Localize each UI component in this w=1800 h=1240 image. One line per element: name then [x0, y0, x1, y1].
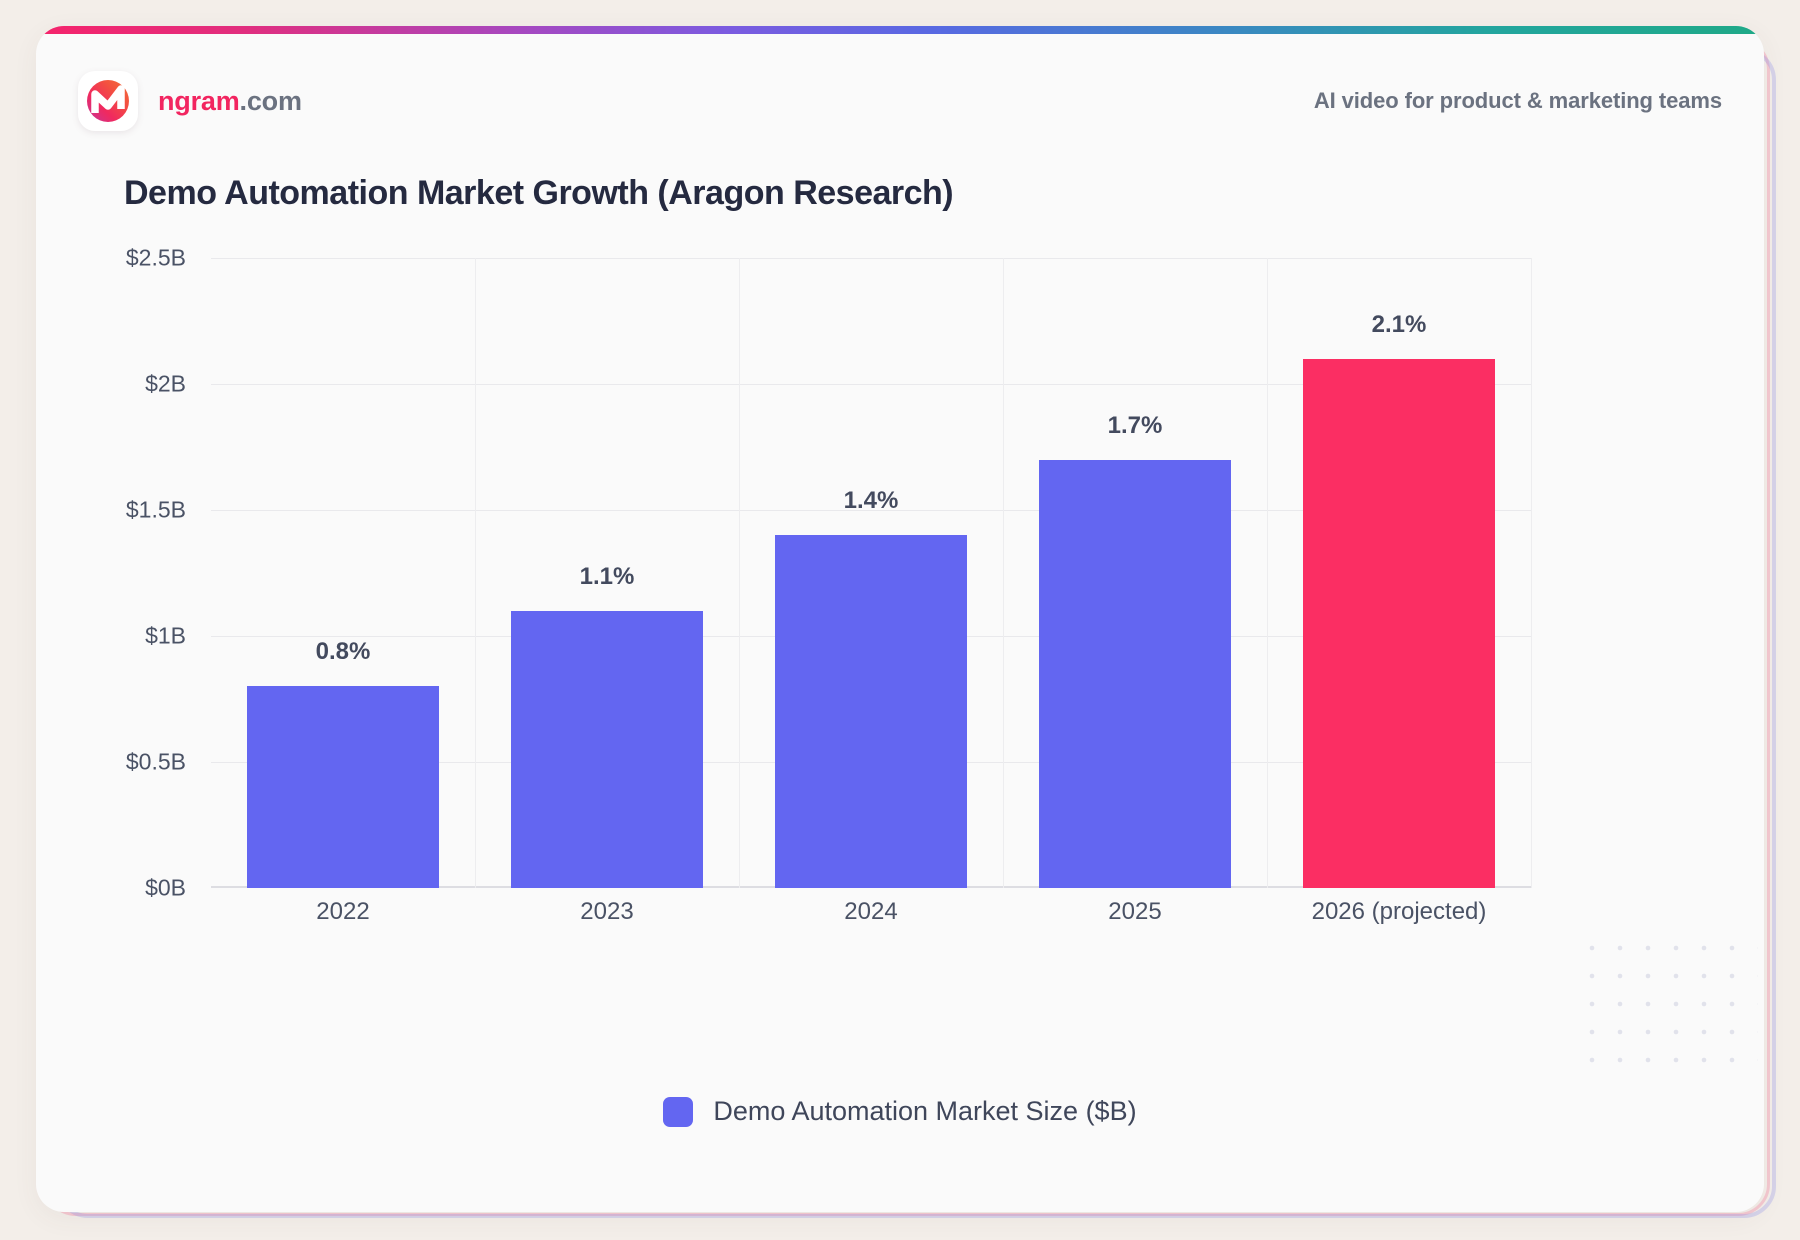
card-header: ngram.com AI video for product & marketi…	[78, 68, 1722, 134]
bar-series: 0.8% 1.1% 1.4% 1.7% 2.1%	[211, 258, 1531, 888]
x-axis-tick-label: 2025	[1108, 898, 1162, 925]
y-axis-tick-label: $1B	[145, 622, 186, 649]
bar[interactable]: 1.1%	[510, 563, 704, 888]
gridline-horizontal	[211, 258, 1531, 259]
brand-name: ngram	[158, 85, 240, 116]
gridline-vertical	[1531, 258, 1532, 888]
bar-value-label: 1.1%	[579, 562, 635, 590]
x-axis-tick-label: 2022	[316, 898, 370, 925]
bar-slot: 1.1%	[475, 258, 739, 888]
legend-label: Demo Automation Market Size ($B)	[713, 1096, 1137, 1126]
gridline-vertical	[1003, 258, 1004, 888]
gridline-vertical	[1267, 258, 1268, 888]
legend-swatch	[663, 1096, 694, 1127]
bar-value-label: 1.7%	[1107, 411, 1163, 439]
bar[interactable]: 1.7%	[1038, 412, 1232, 888]
bar-slot: 0.8%	[211, 258, 475, 888]
y-axis: $2.5B $2B $1.5B $1B $0.5B $0B	[76, 245, 186, 901]
page-title: Demo Automation Market Growth (Aragon Re…	[124, 174, 954, 212]
bar[interactable]: 2.1%	[1302, 311, 1496, 888]
y-axis-tick-label: $0.5B	[125, 748, 186, 775]
brand-block: ngram.com	[78, 71, 302, 131]
bar[interactable]: 0.8%	[246, 638, 440, 888]
chart-legend: Demo Automation Market Size ($B)	[36, 1096, 1764, 1127]
gridline-vertical	[739, 258, 740, 888]
logo-glyph	[87, 80, 129, 122]
chart-card: ngram.com AI video for product & marketi…	[36, 26, 1764, 1212]
brand-tld: .com	[239, 85, 302, 116]
x-axis-labels: 2022 2023 2024 2025 2026 (projected)	[211, 898, 1531, 926]
y-axis-tick-label: $0B	[145, 874, 186, 901]
bar-value-label: 2.1%	[1371, 310, 1427, 338]
y-axis-tick-label: $2B	[145, 370, 186, 397]
bar-slot: 1.4%	[739, 258, 1003, 888]
bar[interactable]: 1.4%	[774, 487, 968, 888]
y-axis-tick-label: $1.5B	[125, 496, 186, 523]
gridline-horizontal	[211, 510, 1531, 511]
brand-wordmark: ngram.com	[158, 86, 302, 117]
gridline-horizontal	[211, 384, 1531, 385]
gridline-vertical	[475, 258, 476, 888]
x-axis-tick-label: 2026 (projected)	[1311, 898, 1487, 925]
bar-value-label: 1.4%	[843, 487, 899, 515]
brand-tagline: AI video for product & marketing teams	[1313, 88, 1722, 113]
decorative-dot-grid	[1578, 934, 1758, 1084]
gradient-accent-bar	[36, 26, 1764, 34]
ngram-logo-icon	[78, 71, 138, 131]
y-axis-tick-label: $2.5B	[125, 244, 186, 271]
bar-slot: 2.1%	[1267, 258, 1531, 888]
x-axis-tick-label: 2023	[580, 898, 634, 925]
bar-slot: 1.7%	[1003, 258, 1267, 888]
bar-value-label: 0.8%	[315, 638, 371, 666]
x-axis-tick-label: 2024	[844, 898, 898, 925]
